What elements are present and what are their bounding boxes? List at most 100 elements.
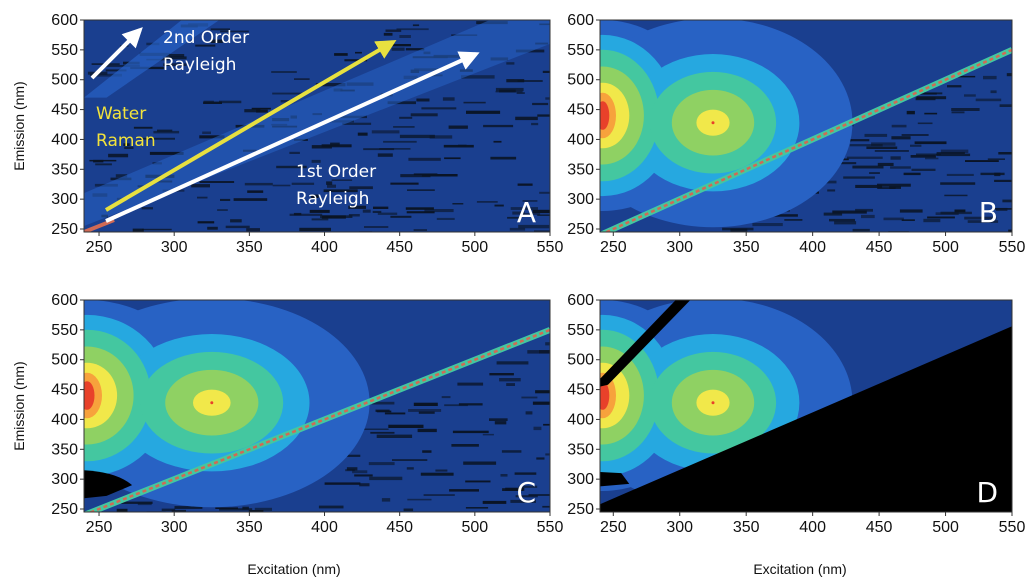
noise-streak (848, 139, 870, 142)
noise-streak (532, 209, 550, 214)
noise-streak (435, 469, 448, 472)
noise-streak (730, 228, 748, 232)
noise-streak (299, 227, 331, 232)
x-tick-label: 300 (161, 239, 188, 256)
noise-streak (422, 450, 432, 453)
noise-streak (256, 109, 268, 113)
noise-streak (466, 110, 501, 114)
noise-streak (163, 63, 187, 66)
noise-streak (153, 130, 180, 134)
panel-letter: B (979, 196, 998, 229)
noise-streak (861, 214, 875, 219)
noise-streak (420, 472, 454, 476)
y-tick-label: 400 (51, 131, 78, 148)
noise-streak (352, 428, 389, 430)
noise-streak (424, 209, 454, 213)
noise-streak (355, 51, 362, 54)
noise-streak (522, 200, 538, 202)
noise-streak (482, 500, 507, 504)
noise-streak (1002, 199, 1012, 203)
noise-streak (104, 65, 140, 67)
noise-streak (387, 101, 416, 105)
noise-streak (531, 122, 539, 126)
noise-streak (545, 97, 550, 100)
x-tick-label: 400 (799, 519, 826, 536)
y-tick-label: 600 (51, 12, 78, 29)
noise-streak (421, 174, 458, 177)
noise-streak (951, 108, 980, 111)
noise-streak (843, 176, 875, 179)
second-order-band (84, 20, 220, 98)
noise-streak (247, 190, 264, 193)
x-tick-label: 550 (999, 239, 1026, 256)
noise-streak (489, 373, 514, 376)
noise-streak (889, 186, 901, 189)
fluorescence-contours (84, 300, 370, 508)
noise-streak (142, 228, 172, 231)
y-tick-label: 350 (567, 161, 594, 178)
plot-frame (599, 299, 1013, 513)
raman-arrow (104, 39, 397, 212)
x-axis-label: Excitation (nm) (247, 561, 340, 577)
y-axis-label: Emission (nm) (11, 81, 27, 170)
noise-streak (321, 144, 352, 148)
noise-streak (489, 418, 508, 421)
noise-streak (421, 107, 457, 110)
noise-streak (846, 156, 883, 159)
noise-streak (891, 136, 911, 140)
noise-streak (512, 211, 525, 215)
noise-streak (523, 213, 541, 215)
noise-streak (406, 211, 435, 214)
plot-contents (600, 300, 1012, 512)
noise-streak (457, 382, 484, 386)
noise-streak (331, 179, 353, 181)
noise-streak (510, 499, 536, 503)
noise-streak (916, 153, 941, 156)
noise-streak (203, 100, 214, 103)
annotation-label: 1st Order (296, 162, 376, 182)
noise-streak (925, 157, 939, 160)
noise-streak (877, 187, 896, 189)
noise-streak (917, 122, 933, 125)
noise-streak (416, 98, 430, 102)
noise-streak (444, 404, 468, 407)
noise-streak (871, 142, 896, 146)
x-tick-label: 500 (461, 519, 488, 536)
noise-streak (946, 173, 974, 176)
noise-streak (289, 151, 300, 154)
noise-streak (399, 35, 411, 38)
noise-streak (311, 194, 319, 198)
y-tick-label: 350 (51, 161, 78, 178)
noise-streak (914, 141, 947, 145)
y-tick-label: 250 (567, 501, 594, 518)
noise-streak (463, 101, 486, 104)
noise-streak (911, 168, 936, 171)
noise-streak (195, 44, 216, 47)
noise-streak (95, 163, 112, 166)
noise-streak (910, 155, 936, 158)
y-tick-label: 350 (567, 441, 594, 458)
noise-streak (536, 457, 545, 460)
x-tick-label: 350 (236, 239, 263, 256)
noise-streak (171, 509, 186, 512)
noise-streak (944, 194, 968, 197)
y-tick-label: 600 (567, 292, 594, 309)
noise-streak (500, 474, 508, 477)
noise-streak (864, 133, 888, 137)
noise-streak (291, 182, 315, 185)
noise-streak (527, 350, 550, 354)
panel-letter: A (517, 196, 536, 229)
x-tick-label: 500 (932, 239, 959, 256)
noise-streak (517, 183, 533, 186)
noise-streak (388, 424, 424, 428)
noise-streak (124, 146, 134, 149)
x-tick-label: 250 (600, 239, 627, 256)
noise-streak (93, 159, 104, 163)
noise-streak (423, 494, 455, 496)
peak-2-center (711, 121, 715, 125)
panel-C: 250 300 350 400 450 500 550 250 300 350 400 450 500 5… (11, 292, 564, 577)
noise-streak (369, 476, 403, 481)
x-tick-label: 550 (537, 519, 564, 536)
noise-streak (242, 506, 249, 510)
noise-streak (927, 216, 955, 219)
